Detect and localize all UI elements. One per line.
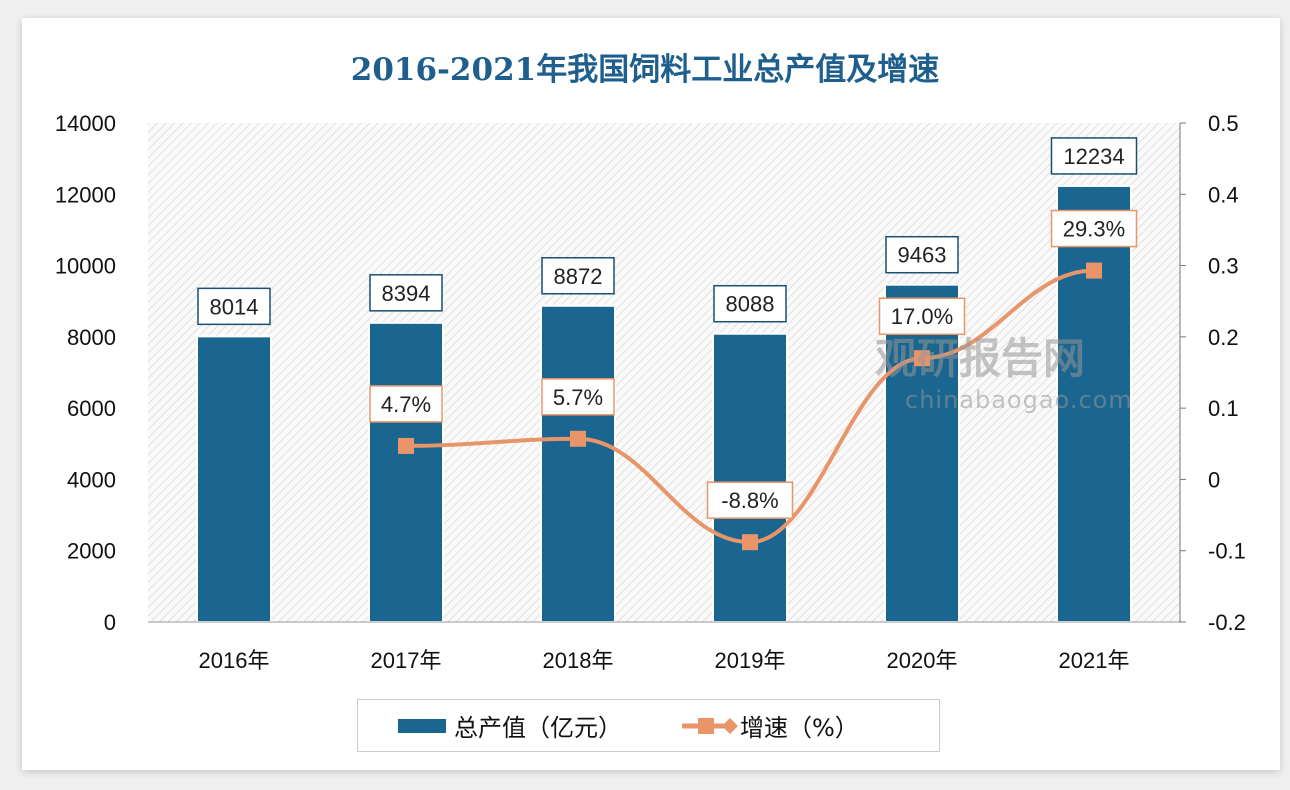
y-right-tick: 0.2 (1208, 325, 1239, 350)
x-tick: 2019年 (715, 648, 786, 673)
plot-area (148, 123, 1180, 622)
y-right-tick: 0 (1208, 467, 1220, 492)
chart-title: 2016-2021年我国饲料工业总产值及增速 (350, 52, 940, 88)
growth-point (742, 534, 758, 551)
y-left-tick: 6000 (67, 396, 116, 421)
growth-value-label-box (1050, 209, 1138, 248)
bar-value-label: 8088 (726, 292, 775, 317)
legend-line-marker-icon (682, 717, 738, 734)
legend-line-label: 增速（%） (740, 714, 859, 742)
y-right-tick: 0.1 (1208, 396, 1239, 421)
growth-value-label: 4.7% (381, 392, 431, 417)
legend-item-bar: 总产值（亿元） (398, 708, 622, 743)
bar-value-label-box (369, 274, 443, 312)
legend-bar-swatch (398, 718, 446, 733)
bar-value-label-box (541, 257, 615, 295)
y-left-tick: 8000 (67, 325, 116, 350)
growth-value-label: 5.7% (553, 385, 603, 410)
legend-item-line: 增速（%） (682, 708, 859, 743)
growth-value-label-box (369, 385, 443, 423)
growth-point (398, 437, 414, 454)
x-tick: 2018年 (543, 648, 614, 673)
y-left-tick: 12000 (55, 182, 116, 207)
y-left-tick: 10000 (55, 254, 116, 279)
x-tick: 2020年 (887, 648, 958, 673)
bar-value-label: 8014 (210, 294, 259, 319)
legend: 总产值（亿元） 增速（%） (357, 699, 940, 752)
growth-line (405, 268, 1095, 545)
y-left-tick: 2000 (67, 539, 116, 564)
legend-bar-label: 总产值（亿元） (454, 714, 622, 742)
bar-value-label-box (1050, 137, 1138, 175)
watermark-cn: 观研报告网 (875, 334, 1086, 383)
watermark: 观研报告网 chinabaogao.com (805, 325, 1133, 414)
y-right-tick: 0.3 (1208, 254, 1239, 279)
y-left-tick: 14000 (55, 111, 116, 136)
bar (196, 335, 272, 623)
bar-value-label: 12234 (1063, 144, 1124, 169)
y-right-tick: 0.4 (1208, 182, 1239, 207)
growth-point (914, 350, 930, 367)
bar-value-label: 8872 (554, 264, 603, 289)
x-tick: 2017年 (371, 648, 442, 673)
watermark-en: chinabaogao.com (905, 386, 1133, 414)
bar-value-label-box (885, 235, 959, 274)
growth-value-label-box (706, 481, 794, 519)
growth-value-label: 17.0% (891, 304, 953, 329)
bar (712, 332, 788, 623)
growth-value-label-box (878, 297, 966, 335)
bar (540, 304, 616, 623)
x-tick: 2021年 (1059, 648, 1130, 673)
bar-value-label: 9463 (898, 243, 947, 268)
y-right-tick: 0.5 (1208, 111, 1239, 136)
bar (1056, 184, 1132, 623)
bar-value-label: 8394 (382, 281, 431, 306)
y-left-tick: 4000 (67, 467, 116, 492)
growth-point (1086, 262, 1102, 279)
growth-value-label: 29.3% (1063, 217, 1125, 242)
x-tick: 2016年 (199, 648, 270, 673)
growth-value-label-box (541, 378, 615, 416)
bar-value-label-box (713, 284, 787, 323)
bar-value-label-box (197, 287, 271, 326)
y-right-tick: -0.2 (1208, 610, 1246, 635)
growth-point (570, 430, 586, 447)
growth-value-label: -8.8% (721, 488, 778, 513)
y-right-tick: -0.1 (1208, 539, 1246, 564)
bar (368, 321, 444, 623)
y-left-tick: 0 (104, 610, 116, 635)
